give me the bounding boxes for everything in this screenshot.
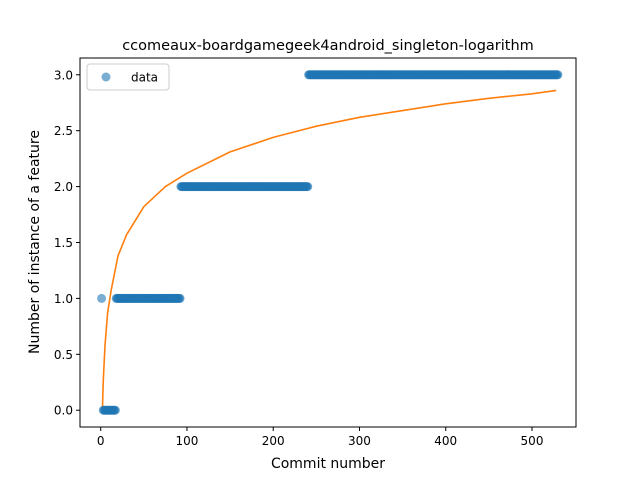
fit-line-layer [101,89,557,411]
legend: data [86,63,170,91]
y-axis-ticks: 0.0 0.5 1.0 1.5 2.0 2.5 3.0 [54,68,80,418]
legend-marker-data [101,72,111,82]
x-tick-label: 300 [348,434,371,448]
data-point [303,182,313,192]
y-axis-label: Number of instance of a feature [27,130,43,354]
y-tick-label: 1.0 [54,292,73,306]
fit-line [101,89,557,411]
data-points-layer [97,70,563,415]
y-tick-label: 2.5 [54,124,73,138]
legend-box [86,63,170,91]
x-tick-label: 400 [434,434,457,448]
x-tick-label: 100 [176,434,199,448]
chart-title: ccomeaux-boardgamegeek4android_singleton… [122,38,534,54]
data-point [97,293,107,303]
y-tick-label: 2.0 [54,180,73,194]
x-axis-ticks: 0 100 200 300 400 500 [97,427,544,448]
y-tick-label: 0.5 [54,348,73,362]
data-point [175,293,185,303]
x-axis-label: Commit number [271,456,385,472]
legend-label-data: data [131,71,158,85]
x-tick-label: 500 [521,434,544,448]
x-tick-label: 0 [97,434,105,448]
data-point [553,70,563,80]
y-tick-label: 1.5 [54,236,73,250]
data-point [110,405,120,415]
y-tick-label: 0.0 [54,404,73,418]
x-tick-label: 200 [262,434,285,448]
y-tick-label: 3.0 [54,68,73,82]
